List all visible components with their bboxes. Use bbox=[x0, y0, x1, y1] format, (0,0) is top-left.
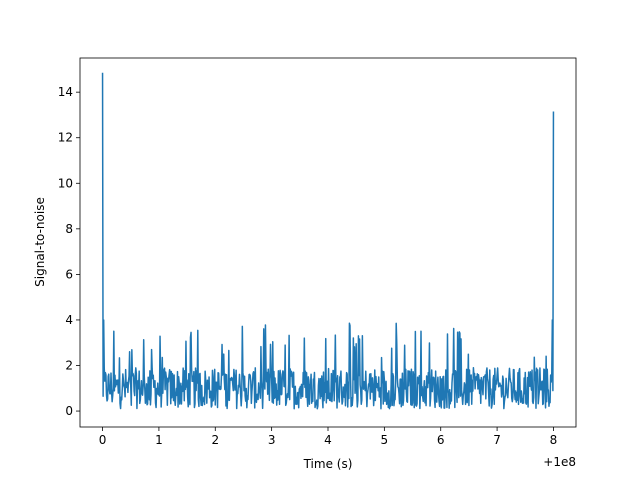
y-tick-label: 8 bbox=[65, 222, 73, 236]
x-tick-label: 2 bbox=[211, 433, 219, 447]
series-line bbox=[101, 72, 555, 410]
x-tick-label: 8 bbox=[550, 433, 558, 447]
y-tick-label: 0 bbox=[65, 404, 73, 418]
x-tick-label: 7 bbox=[493, 433, 501, 447]
y-tick-label: 10 bbox=[58, 176, 73, 190]
x-tick-label: 6 bbox=[437, 433, 445, 447]
y-tick-label: 4 bbox=[65, 313, 73, 327]
x-tick-label: 1 bbox=[155, 433, 163, 447]
y-tick-label: 6 bbox=[65, 267, 73, 281]
x-offset-label: +1e8 bbox=[543, 455, 576, 469]
x-tick-label: 5 bbox=[381, 433, 389, 447]
y-tick-label: 2 bbox=[65, 359, 73, 373]
x-tick-label: 4 bbox=[324, 433, 332, 447]
y-tick-label: 14 bbox=[58, 85, 73, 99]
y-axis-label: Signal-to-noise bbox=[33, 197, 47, 287]
x-axis-label: Time (s) bbox=[303, 457, 353, 471]
x-tick-label: 3 bbox=[268, 433, 276, 447]
x-tick-label: 0 bbox=[99, 433, 107, 447]
y-tick-label: 12 bbox=[58, 131, 73, 145]
